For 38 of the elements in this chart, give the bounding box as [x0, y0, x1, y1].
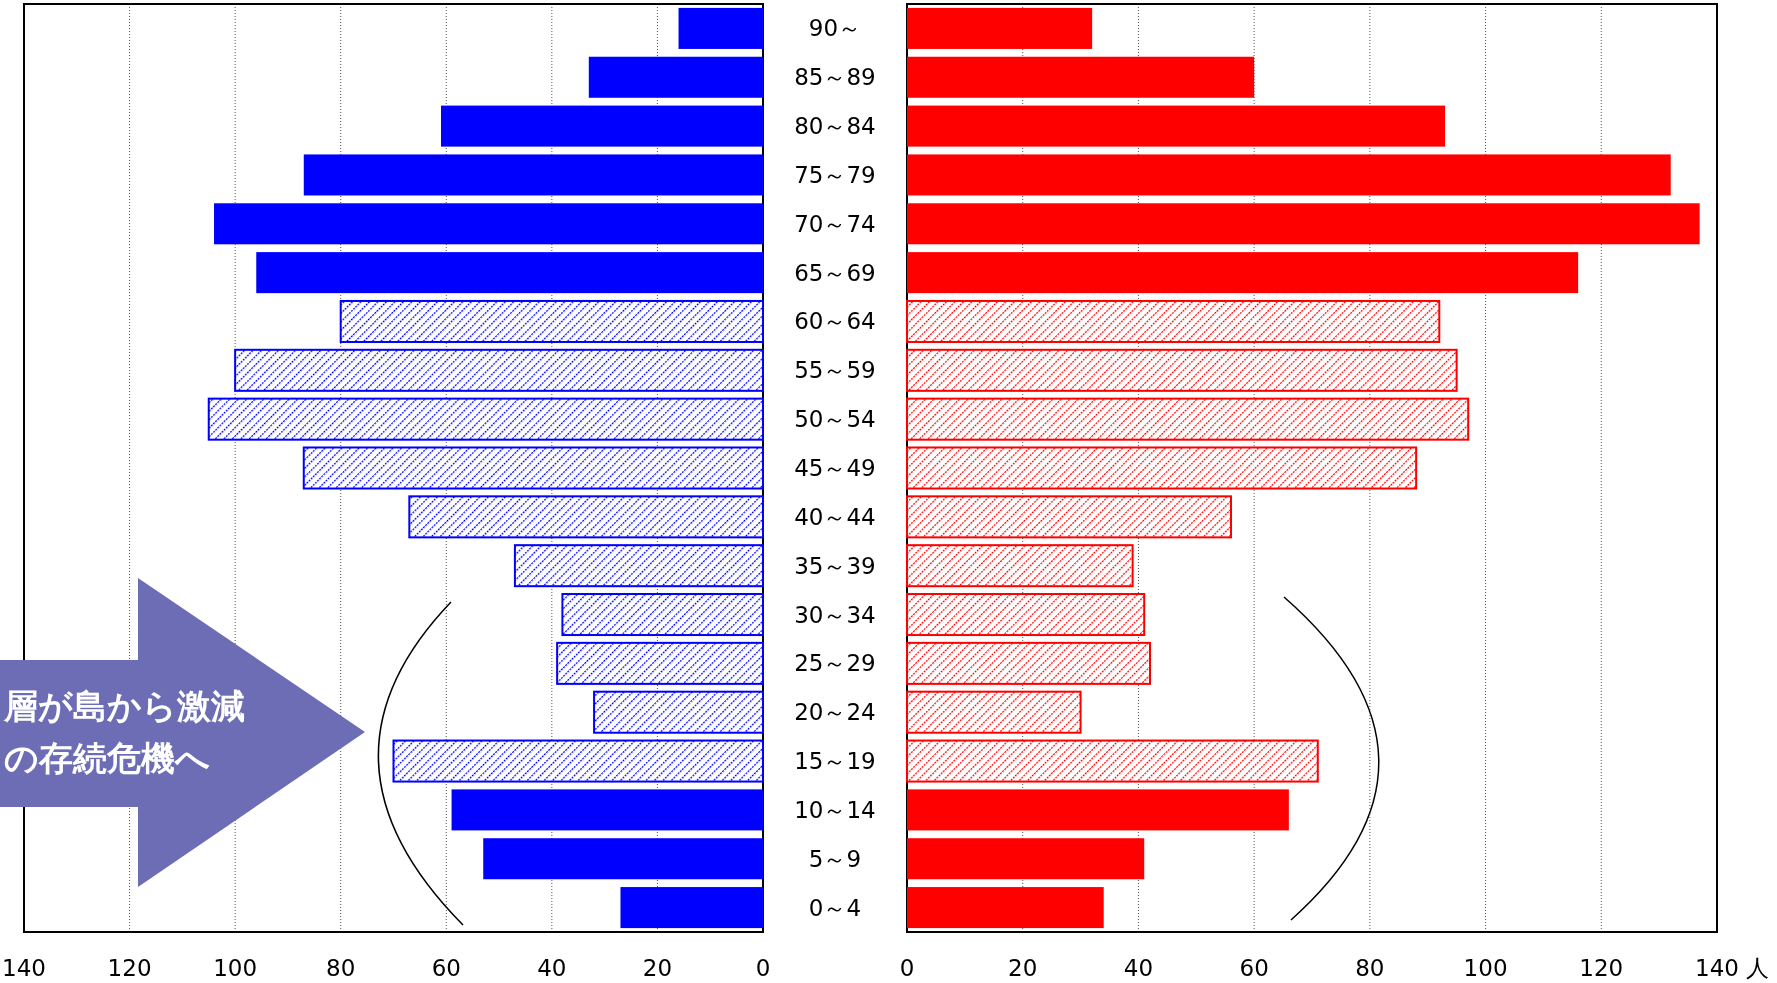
- y-tick-label: 0～4: [808, 894, 862, 921]
- y-tick-label: 20～24: [794, 699, 876, 726]
- y-tick-label: 70～74: [794, 210, 876, 237]
- y-tick-label: 15～19: [794, 748, 876, 775]
- x-tick-label: 140: [2, 955, 46, 981]
- x-tick-label: 100: [1463, 955, 1508, 981]
- x-tick-label: 120: [107, 955, 152, 981]
- x-tick-label: 140: [1695, 955, 1739, 981]
- x-tick-label: 0: [899, 955, 915, 981]
- y-tick-label: 60～64: [794, 308, 876, 335]
- x-tick-label: 60: [431, 955, 461, 981]
- y-tick-label: 35～39: [794, 552, 876, 579]
- x-tick-label: 0: [755, 955, 771, 981]
- x-tick-label: 100: [213, 955, 258, 981]
- x-tick-label: 80: [1355, 955, 1385, 981]
- y-tick-label: 90～: [808, 15, 862, 42]
- y-tick-label: 65～69: [794, 259, 876, 286]
- annotation: 層が島から激減: [3, 686, 245, 726]
- x-tick-label: 80: [326, 955, 356, 981]
- x-tick-label: 20: [642, 955, 673, 981]
- y-tick-label: 40～44: [794, 503, 876, 530]
- x-tick-label: 60: [1239, 955, 1269, 981]
- y-tick-label: 55～59: [794, 357, 876, 384]
- y-tick-label: 30～34: [794, 601, 876, 628]
- x-tick-label: 120: [1579, 955, 1624, 981]
- annotation: の存続危機へ: [4, 738, 210, 778]
- x-tick-label: 40: [1123, 955, 1154, 981]
- y-tick-label: 25～29: [794, 650, 876, 677]
- x-tick-label: 20: [1008, 955, 1038, 981]
- y-tick-label: 5～9: [808, 845, 862, 872]
- y-tick-label: 85～89: [794, 64, 876, 91]
- y-tick-label: 80～84: [794, 113, 876, 140]
- x-tick-label: 40: [537, 955, 567, 981]
- y-tick-label: 75～79: [794, 161, 876, 188]
- x-axis-title: 人: [1745, 955, 1769, 981]
- y-tick-label: 50～54: [794, 406, 876, 433]
- y-tick-label: 45～49: [794, 455, 876, 481]
- y-tick-label: 10～14: [794, 796, 876, 823]
